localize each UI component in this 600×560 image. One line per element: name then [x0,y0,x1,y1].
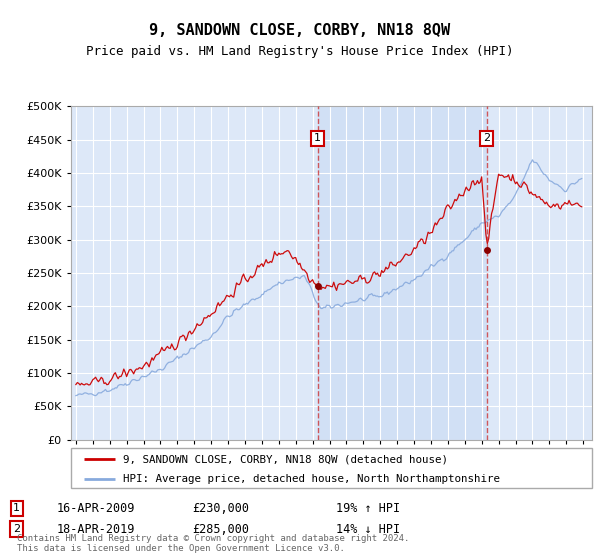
Text: £230,000: £230,000 [192,502,249,515]
FancyBboxPatch shape [71,448,592,488]
Text: 9, SANDOWN CLOSE, CORBY, NN18 8QW: 9, SANDOWN CLOSE, CORBY, NN18 8QW [149,24,451,38]
Text: 1: 1 [314,133,321,143]
Text: Price paid vs. HM Land Registry's House Price Index (HPI): Price paid vs. HM Land Registry's House … [86,45,514,58]
Text: 9, SANDOWN CLOSE, CORBY, NN18 8QW (detached house): 9, SANDOWN CLOSE, CORBY, NN18 8QW (detac… [123,454,448,464]
Text: 19% ↑ HPI: 19% ↑ HPI [336,502,400,515]
Bar [317,106,487,440]
Text: 16-APR-2009: 16-APR-2009 [57,502,136,515]
Text: HPI: Average price, detached house, North Northamptonshire: HPI: Average price, detached house, Nort… [123,474,500,484]
Text: 2: 2 [483,133,490,143]
Text: 18-APR-2019: 18-APR-2019 [57,522,136,536]
Text: Contains HM Land Registry data © Crown copyright and database right 2024.
This d: Contains HM Land Registry data © Crown c… [17,534,409,553]
Text: 1: 1 [13,503,20,514]
Text: 2: 2 [13,524,20,534]
Text: 14% ↓ HPI: 14% ↓ HPI [336,522,400,536]
Text: £285,000: £285,000 [192,522,249,536]
